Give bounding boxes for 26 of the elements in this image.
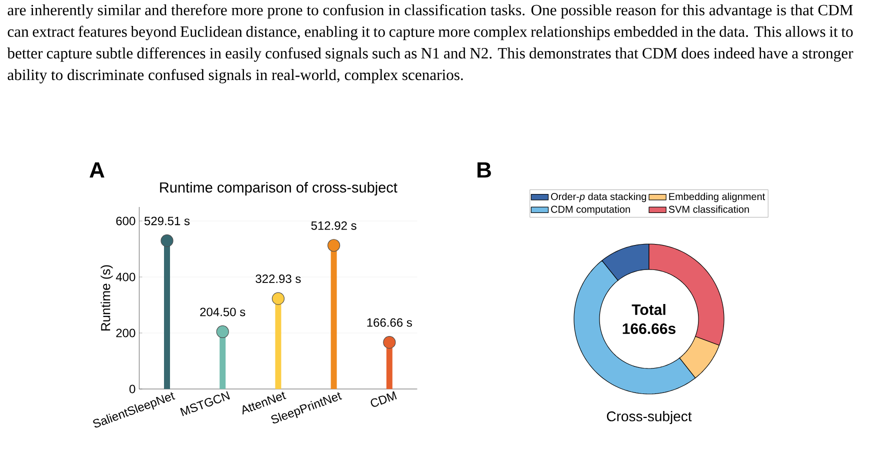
text: A — [90, 162, 104, 178]
point — [272, 292, 285, 305]
data-label: 322.93 s — [256, 274, 301, 284]
chart-title: Runtime comparison of cross-subject — [160, 182, 398, 196]
y-tick-label: 400 — [116, 272, 136, 282]
data-label: 166.66 s — [367, 318, 412, 327]
y-tick-label: 200 — [116, 328, 136, 338]
y-tick-label: 600 — [116, 216, 136, 226]
y-tick-label: 0 — [129, 384, 136, 394]
legend-label: CDM computation — [551, 205, 630, 215]
data-label: 529.51 s — [144, 216, 190, 226]
point — [160, 234, 174, 248]
data-label: 512.92 s — [311, 221, 356, 230]
y-axis-title: Runtime (s) — [100, 265, 113, 331]
point — [328, 239, 340, 252]
text: Cross-subject — [606, 411, 692, 424]
legend-label: SVM classification — [668, 205, 749, 213]
point — [383, 336, 396, 349]
x-tick-label: CDM — [370, 391, 397, 407]
text: are inherently similar and therefore more prone to confusion in classification tasks. One possible reason for this advantage is that CDM can extract features beyond Euclidean distance, enabling it to capture more complex relationships embedded in the data. This allows it to better capture subtle differences in easily confused signals such as N1 and N2. This demonstrates that CDM does indeed have a stronger ability to discriminate confused signals in real-world, complex scenarios. — [7, 4, 854, 84]
text: Total 166.66s — [622, 304, 676, 334]
text: B — [478, 162, 491, 178]
point — [216, 325, 229, 338]
data-label: 204.50 s — [200, 308, 246, 316]
legend-label: Embedding alignment — [669, 192, 766, 202]
legend-label: Order-p data stacking — [551, 192, 646, 202]
